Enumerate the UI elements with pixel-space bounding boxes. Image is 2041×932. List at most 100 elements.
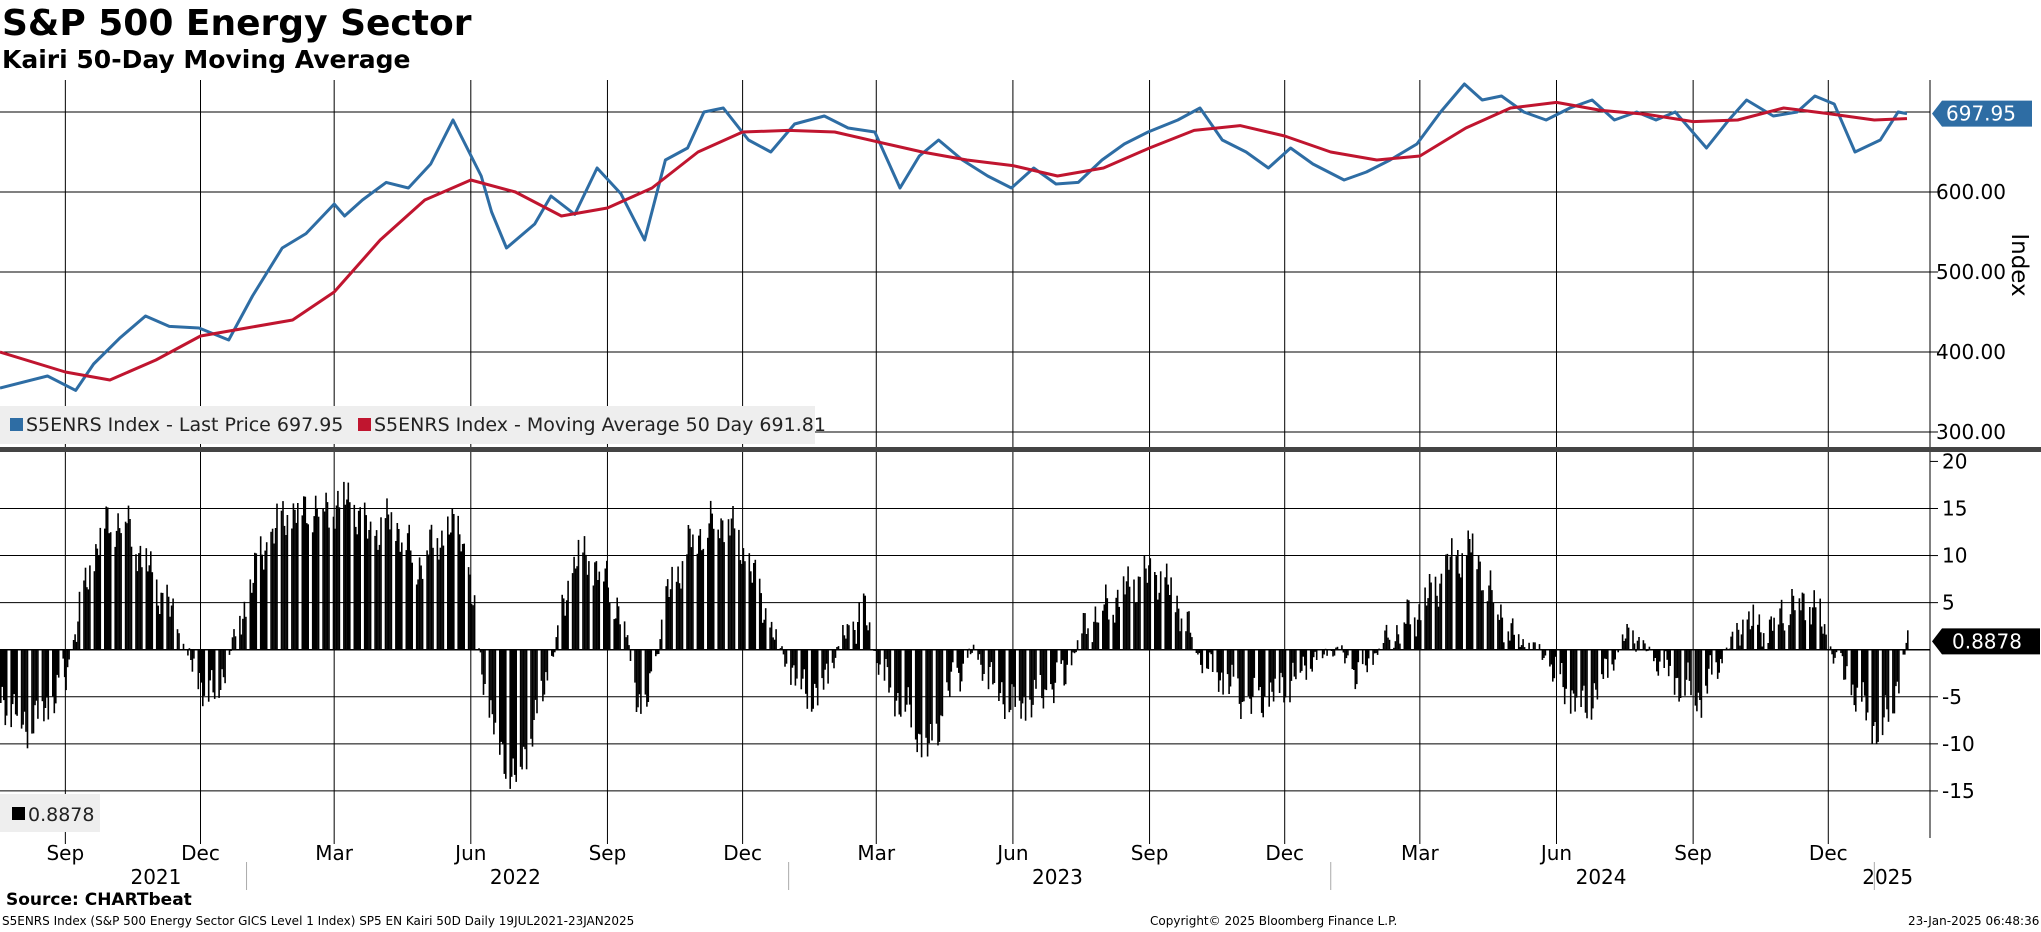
kairi-bar — [47, 649, 50, 720]
kairi-bar — [209, 649, 211, 681]
kairi-bar — [1330, 649, 1333, 651]
kairi-bar — [463, 543, 465, 650]
kairi-bar — [505, 649, 507, 779]
kairi-bar — [270, 531, 272, 650]
kairi-bar — [1470, 552, 1472, 650]
kairi-bar — [865, 625, 868, 650]
kairi-bar — [25, 649, 27, 732]
kairi-bar — [946, 649, 948, 683]
x-tick-label: Dec — [723, 841, 762, 865]
kairi-bar — [1149, 558, 1152, 650]
kairi-bar — [1898, 649, 1900, 694]
kairi-bar — [1523, 647, 1526, 650]
kairi-bar — [1419, 620, 1422, 650]
kairi-bar — [1825, 634, 1827, 650]
kairi-bar — [1862, 649, 1864, 683]
kairi-bar — [1159, 571, 1162, 650]
kairi-bar — [582, 552, 584, 650]
kairi-bar — [1413, 617, 1416, 650]
kairi-bar — [761, 622, 764, 650]
kairi-bar — [1841, 649, 1844, 657]
kairi-bar — [1137, 576, 1140, 650]
kairi-bar — [1663, 649, 1665, 668]
kairi-bar — [628, 645, 630, 650]
kairi-bar — [1326, 649, 1328, 656]
kairi-bar — [230, 649, 232, 651]
kairi-bar — [959, 649, 961, 692]
kairi-bar — [805, 649, 807, 694]
kairi-bar — [105, 506, 107, 650]
kairi-bar — [616, 597, 618, 650]
kairi-bar — [1642, 640, 1645, 650]
kairi-bar — [845, 638, 847, 650]
kairi-bar — [971, 649, 973, 653]
kairi-bar — [78, 591, 81, 650]
kairi-bar — [854, 630, 856, 650]
kairi-bar — [1366, 649, 1368, 673]
kairi-bar — [564, 615, 566, 650]
kairi-bar — [862, 593, 865, 650]
kairi-bar — [52, 649, 54, 697]
kairi-bar — [1716, 649, 1719, 679]
kairi-bar — [314, 495, 317, 650]
kairi-bar — [717, 529, 719, 650]
kairi-bar — [172, 598, 174, 650]
kairi-bar — [1406, 599, 1409, 650]
kairi-bar — [264, 550, 266, 650]
kairi-bar — [647, 649, 650, 702]
kairi-bar — [1543, 649, 1545, 658]
kairi-bar — [833, 649, 835, 669]
kairi-bar — [790, 649, 792, 685]
kairi-bar — [687, 525, 690, 650]
kairi-bar — [1611, 649, 1613, 665]
kairi-bar — [1039, 649, 1042, 675]
kairi-bar — [536, 649, 538, 714]
kairi-bar — [741, 563, 743, 650]
kairi-bar — [46, 649, 48, 698]
x-tick-label: Jun — [1539, 841, 1572, 865]
kairi-bar — [1094, 606, 1097, 650]
kairi-bar — [106, 507, 109, 650]
kairi-bar — [202, 649, 204, 707]
kairi-bar — [983, 649, 985, 674]
kairi-bar — [1457, 550, 1459, 650]
kairi-bar — [1563, 649, 1566, 705]
kairi-bar — [1305, 649, 1308, 680]
kairi-bar — [1866, 649, 1869, 713]
kairi-bar — [613, 619, 615, 650]
kairi-bar — [1, 649, 4, 687]
kairi-bar — [1363, 649, 1365, 651]
kairi-bar — [1274, 649, 1276, 679]
kairi-bar — [26, 649, 29, 749]
kairi-bar — [1791, 589, 1793, 650]
kairi-bar — [855, 643, 858, 650]
kairi-bar — [23, 649, 26, 712]
kairi-bar — [87, 589, 90, 650]
kairi-bar — [910, 649, 912, 728]
kairi-bar — [588, 561, 590, 650]
kairi-bar — [1425, 605, 1428, 650]
kairi-bar — [758, 578, 761, 650]
kairi-bar — [1320, 649, 1322, 650]
kairi-bar — [1375, 649, 1377, 654]
kairi-bar — [338, 507, 341, 650]
kairi-bar — [822, 649, 825, 690]
kairi-bar — [228, 649, 231, 655]
kairi-bar — [282, 501, 284, 650]
kairi-bar — [1449, 556, 1452, 650]
kairi-bar — [22, 649, 24, 725]
kairi-bar — [109, 532, 112, 650]
kairi-bar — [10, 649, 12, 728]
kairi-bar — [421, 578, 424, 650]
kairi-last-flag-label: 0.8878 — [1952, 629, 2022, 653]
kairi-bar — [265, 542, 268, 650]
kairi-bar — [429, 529, 431, 650]
kairi-bar — [815, 649, 817, 688]
kairi-bar — [1853, 649, 1856, 706]
kairi-bar — [906, 649, 908, 705]
kairi-bar — [885, 649, 887, 659]
kairi-bar — [359, 507, 361, 650]
kairi-bar — [251, 592, 253, 650]
kairi-bar — [1448, 569, 1450, 650]
kairi-bar — [993, 649, 996, 683]
